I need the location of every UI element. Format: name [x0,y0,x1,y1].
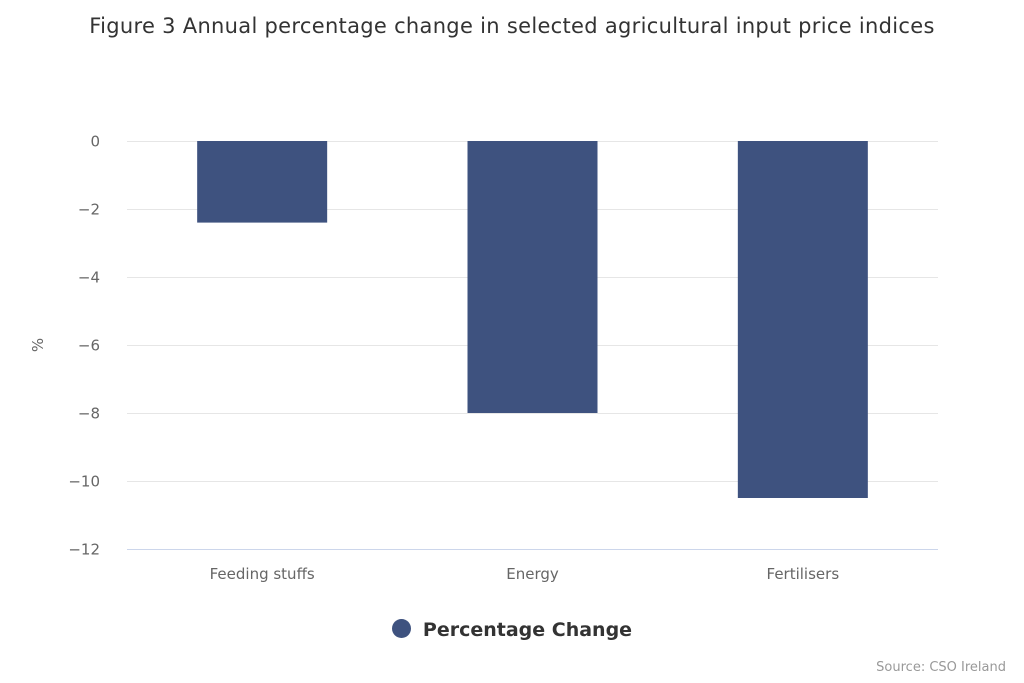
y-tick-label: −12 [68,541,100,559]
bar-energy [467,141,598,413]
legend[interactable]: Percentage Change [0,619,1024,641]
y-tick-label: −10 [68,473,100,491]
y-axis-label: % [29,338,47,352]
y-tick-label: −2 [78,201,100,219]
legend-label: Percentage Change [422,619,633,641]
x-tick-label: Energy [506,565,559,583]
y-tick-label: 0 [90,133,100,151]
chart-title: Figure 3 Annual percentage change in sel… [89,14,935,38]
legend-marker [391,619,411,638]
y-tick-label: −8 [78,405,100,423]
y-tick-label: −4 [78,269,100,287]
x-tick-label: Feeding stuffs [210,565,315,583]
x-tick-label: Fertilisers [767,565,840,583]
y-tick-label: −6 [78,337,100,355]
bar-feeding-stuffs [197,141,328,223]
bar-fertilisers [737,141,868,498]
source-note: Source: CSO Ireland [876,660,1006,675]
